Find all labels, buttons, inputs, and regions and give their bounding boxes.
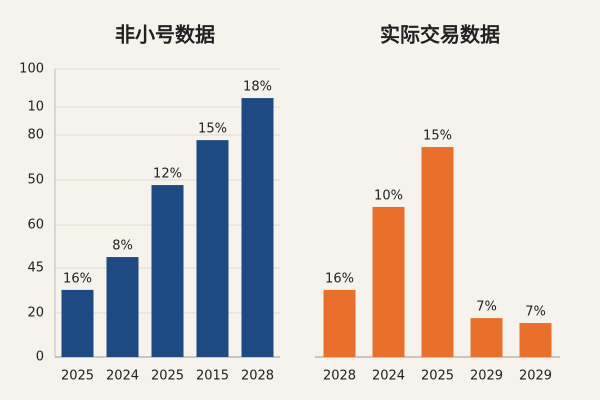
x-tick-label: 2015: [196, 369, 229, 384]
bar-label: 7%: [476, 300, 497, 315]
bar: [196, 140, 229, 357]
x-tick-label: 2025: [61, 369, 94, 384]
bar-label: 8%: [112, 239, 133, 254]
bar-label: 18%: [243, 80, 272, 95]
bar-label: 16%: [63, 271, 92, 286]
chart-title: 非小号数据: [115, 23, 215, 47]
bar: [151, 185, 184, 357]
x-tick-label: 2029: [470, 369, 503, 384]
bar: [106, 257, 139, 357]
y-tick-label: 10: [27, 100, 44, 115]
x-tick-label: 2028: [323, 369, 356, 384]
y-tick-label: 45: [27, 261, 44, 276]
y-tick-label: 50: [27, 172, 44, 187]
bar: [470, 318, 503, 357]
x-tick-label: 2024: [372, 369, 405, 384]
bar: [323, 289, 356, 357]
x-tick-label: 2024: [106, 369, 139, 384]
bar: [421, 147, 454, 357]
bar: [61, 289, 94, 357]
y-tick-label: 60: [27, 218, 44, 233]
bar-label: 7%: [525, 305, 546, 320]
bar: [519, 323, 552, 357]
bar-label: 16%: [325, 271, 354, 286]
bar: [372, 206, 405, 357]
y-tick-label: 100: [19, 62, 44, 77]
x-tick-label: 2028: [241, 369, 274, 384]
bar-label: 10%: [374, 188, 403, 203]
y-tick-label: 20: [27, 305, 44, 320]
bar-label: 15%: [198, 122, 227, 137]
bar-label: 12%: [153, 167, 182, 182]
chart-title: 实际交易数据: [380, 23, 500, 47]
bar-label: 15%: [423, 129, 452, 144]
x-tick-label: 2025: [151, 369, 184, 384]
bar: [241, 98, 274, 357]
y-tick-label: 80: [27, 127, 44, 142]
x-tick-label: 2029: [519, 369, 552, 384]
x-tick-label: 2025: [421, 369, 454, 384]
y-tick-label: 0: [36, 350, 44, 365]
